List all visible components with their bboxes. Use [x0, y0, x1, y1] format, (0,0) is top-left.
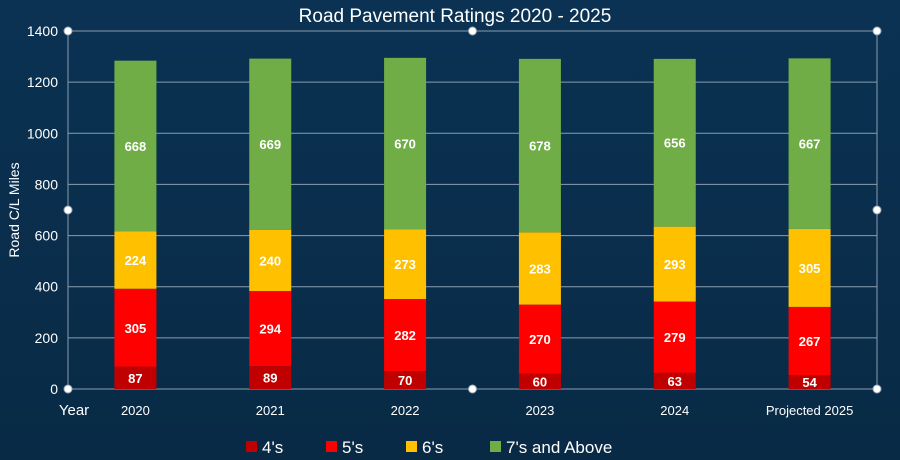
data-label: 270	[529, 332, 551, 347]
selection-handle	[872, 384, 882, 394]
data-label: 668	[125, 139, 147, 154]
bar-segment	[114, 60, 157, 232]
y-tick-label: 1400	[27, 23, 58, 39]
bar-segment	[518, 373, 561, 389]
y-tick-label: 400	[35, 279, 59, 295]
data-label: 282	[394, 328, 416, 343]
selection-handle	[63, 384, 73, 394]
legend-label: 7's and Above	[506, 438, 612, 457]
data-label: 669	[259, 137, 281, 152]
x-tick-label: 2023	[525, 403, 554, 418]
bar-segment	[384, 298, 427, 372]
bar-segment	[518, 232, 561, 305]
bar-segment	[653, 372, 696, 389]
legend-label: 4's	[262, 438, 283, 457]
y-tick-label: 1000	[27, 125, 58, 141]
bar-segment	[788, 375, 831, 389]
bar-segment	[249, 291, 292, 367]
y-axis-label: Road C/L Miles	[6, 162, 22, 257]
data-label: 283	[529, 261, 551, 276]
data-label: 273	[394, 257, 416, 272]
data-label: 293	[664, 257, 686, 272]
x-tick-label: Projected 2025	[766, 403, 853, 418]
bar-segment	[518, 58, 561, 233]
legend-swatch	[490, 441, 501, 452]
y-tick-label: 1200	[27, 74, 58, 90]
data-label: 240	[259, 253, 281, 268]
data-label: 294	[259, 322, 281, 337]
x-axis-label: Year	[59, 402, 89, 419]
data-label: 89	[263, 371, 277, 386]
y-tick-label: 200	[35, 330, 59, 346]
bar-segment	[114, 288, 157, 367]
selection-handle	[872, 205, 882, 215]
legend-label: 6's	[422, 438, 443, 457]
bar-segment	[653, 301, 696, 373]
bar-segment	[384, 371, 427, 389]
data-label: 54	[802, 375, 817, 390]
bar-segment	[653, 226, 696, 302]
data-label: 667	[799, 137, 821, 152]
selection-handle	[63, 26, 73, 36]
bar-segment	[518, 304, 561, 374]
bar-segment	[653, 58, 696, 227]
data-label: 224	[125, 253, 147, 268]
data-label: 305	[799, 261, 821, 276]
selection-handle	[468, 384, 477, 394]
x-tick-label: 2021	[256, 403, 285, 418]
legend-label: 5's	[342, 438, 363, 457]
bar-segment	[249, 58, 292, 230]
data-label: 70	[398, 373, 412, 388]
data-label: 656	[664, 136, 686, 151]
bar-segment	[788, 306, 831, 376]
x-tick-label: 2020	[121, 403, 150, 418]
data-label: 267	[799, 334, 821, 349]
data-label: 678	[529, 139, 551, 154]
selection-handle	[872, 26, 882, 36]
data-label: 87	[128, 371, 142, 386]
legend-swatch	[326, 441, 337, 452]
data-label: 63	[668, 374, 682, 389]
x-tick-label: 2024	[660, 403, 689, 418]
data-label: 670	[394, 137, 416, 152]
data-label: 60	[533, 374, 547, 389]
chart-title: Road Pavement Ratings 2020 - 2025	[299, 6, 612, 27]
legend-swatch	[406, 441, 417, 452]
y-tick-label: 800	[35, 176, 59, 192]
y-tick-label: 0	[50, 381, 58, 397]
legend-swatch	[246, 441, 257, 452]
data-label: 279	[664, 330, 686, 345]
bar-segment	[384, 229, 427, 299]
data-label: 305	[125, 321, 147, 336]
selection-handle	[468, 26, 477, 36]
bar-segment	[384, 57, 427, 230]
bar-segment	[249, 229, 292, 292]
y-tick-label: 600	[35, 228, 59, 244]
bar-segment	[114, 366, 157, 389]
bar-segment	[249, 366, 292, 389]
bar-segment	[114, 231, 157, 289]
bar-segment	[788, 58, 831, 229]
bar-segment	[788, 228, 831, 307]
x-tick-label: 2022	[391, 403, 420, 418]
selection-handle	[63, 205, 73, 215]
